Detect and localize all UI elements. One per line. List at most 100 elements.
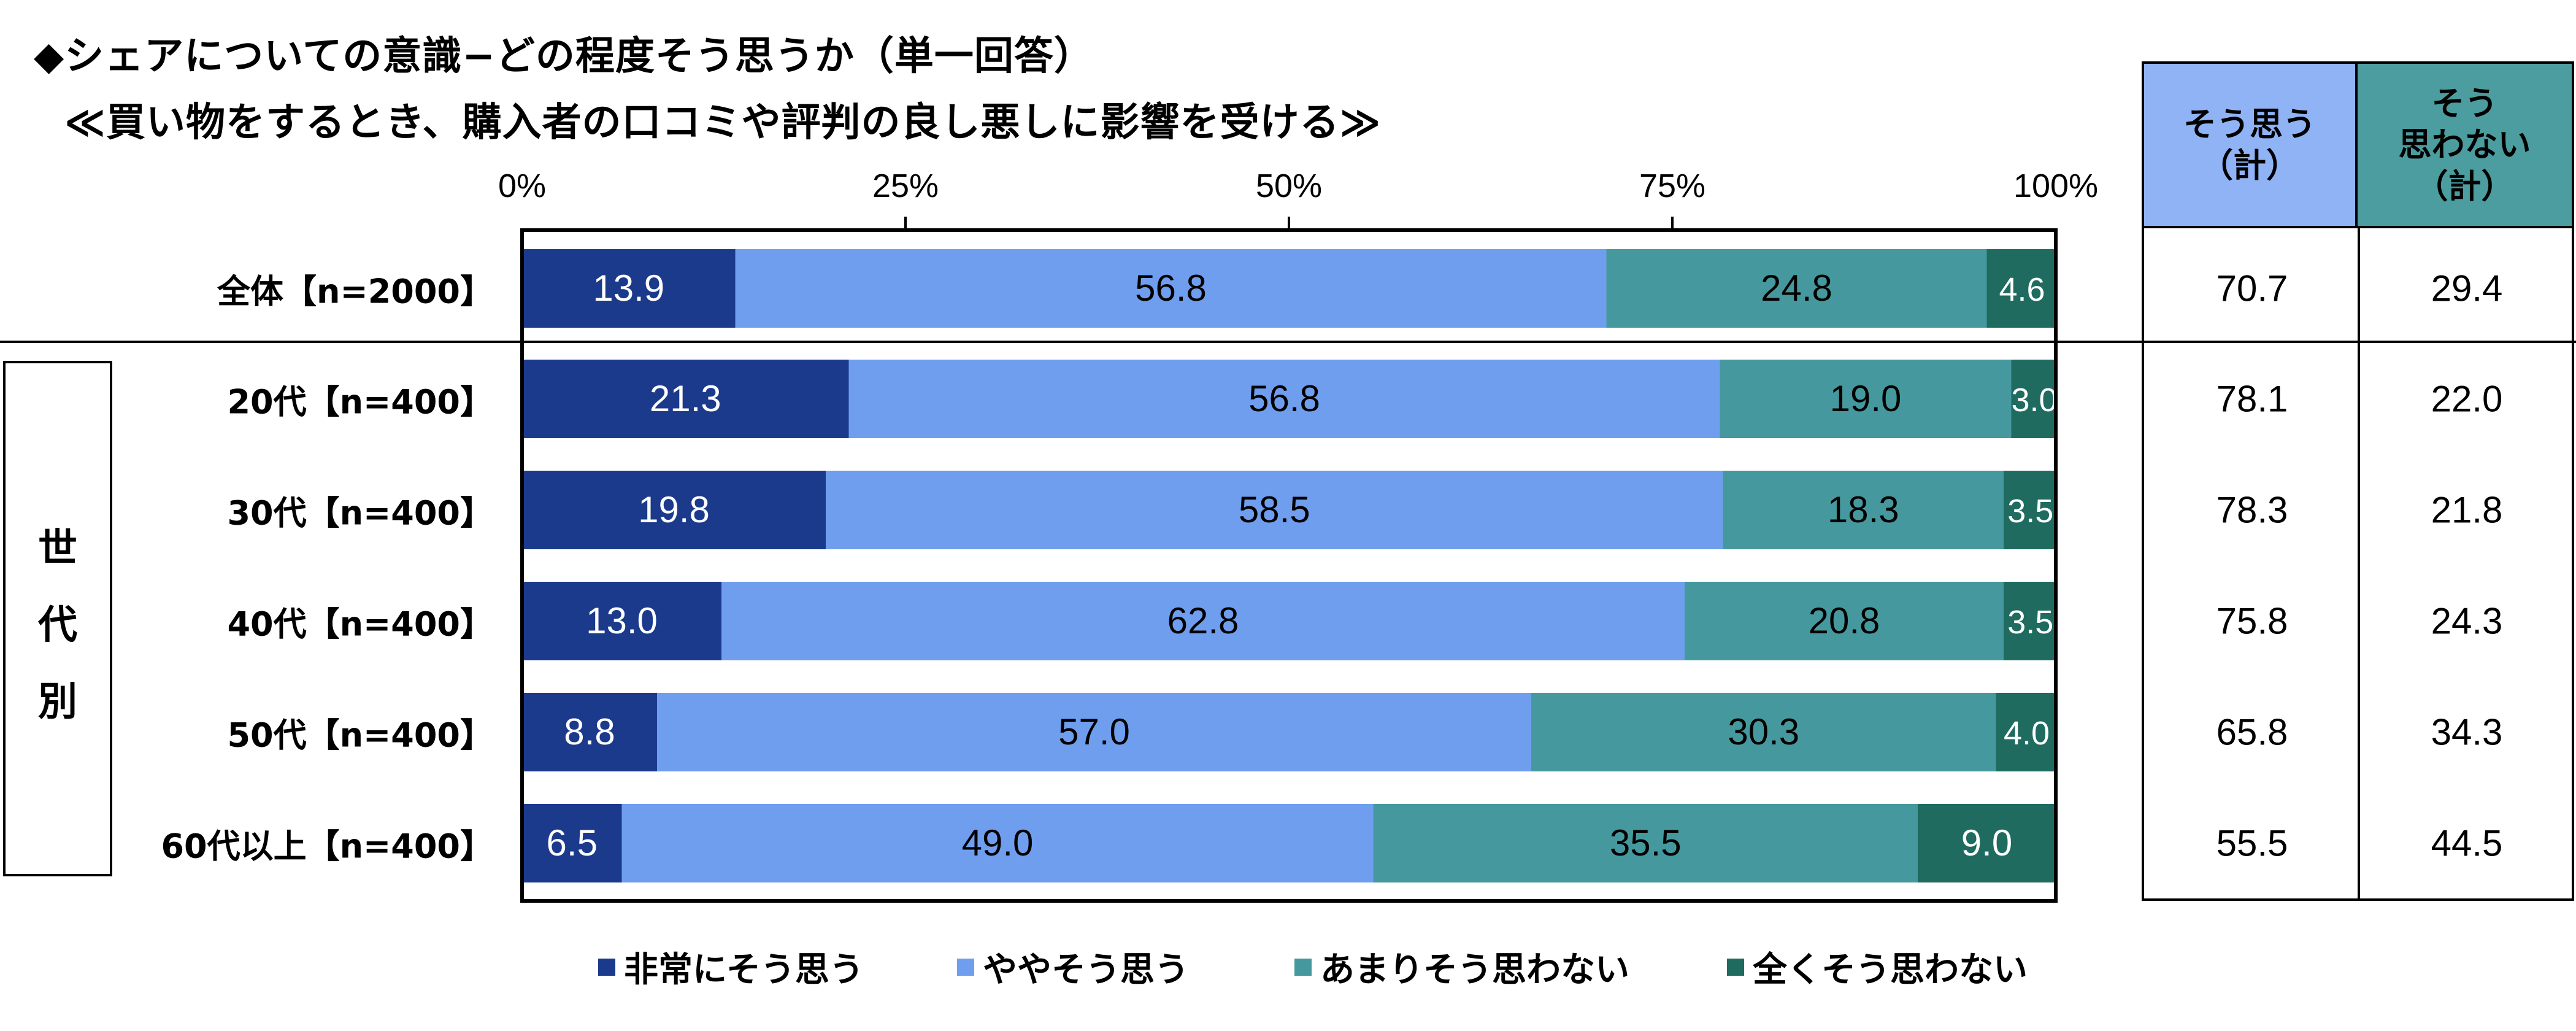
category-label: 50代【n=400】 — [227, 716, 493, 755]
tick-0: 0% — [498, 168, 547, 204]
header-agree-total: そう思う （計） — [2142, 61, 2358, 228]
legend-item: 非常にそう思う — [598, 942, 864, 992]
bar-segment — [826, 471, 1723, 549]
legend-swatch — [957, 958, 974, 976]
header-disagree-line: （計） — [2415, 166, 2515, 206]
bar-segment — [735, 249, 1607, 328]
data-label: 13.9 — [593, 268, 664, 309]
summary-disagree-value: 22.0 — [2431, 378, 2503, 420]
legend-swatch — [598, 958, 615, 976]
bar-segment — [848, 360, 1720, 438]
bar-segment — [1918, 804, 2056, 882]
bar-segment — [1720, 360, 2012, 438]
bar-segment — [522, 582, 721, 660]
data-label: 62.8 — [1167, 600, 1239, 641]
data-label: 4.0 — [2004, 715, 2050, 752]
category-label: 60代以上【n=400】 — [161, 827, 493, 866]
header-disagree-total: そう 思わない （計） — [2355, 61, 2574, 228]
data-label: 20.8 — [1809, 600, 1880, 641]
legend-label: 非常にそう思う — [624, 950, 864, 990]
category-label: 20代【n=400】 — [227, 382, 493, 422]
data-label: 56.8 — [1248, 378, 1320, 419]
tick-25: 25% — [872, 168, 939, 204]
header-disagree-line: 思わない — [2398, 125, 2531, 164]
summary-disagree-value: 44.5 — [2431, 822, 2503, 864]
summary-table: 70.7 29.4 78.1 22.0 78.3 21.8 75.8 24.3 … — [2142, 228, 2574, 901]
legend-item: ややそう思う — [957, 942, 1189, 992]
data-label: 21.3 — [650, 378, 721, 419]
category-label: 40代【n=400】 — [227, 604, 493, 644]
data-label: 58.5 — [1239, 489, 1310, 530]
summary-disagree-value: 29.4 — [2431, 268, 2503, 309]
legend-item: 全くそう思わない — [1727, 942, 2028, 992]
summary-agree-value: 78.3 — [2216, 489, 2288, 531]
category-label: 30代【n=400】 — [227, 493, 493, 533]
data-label: 24.8 — [1761, 268, 1832, 309]
data-label: 3.5 — [2007, 604, 2053, 641]
summary-agree-value: 65.8 — [2216, 711, 2288, 753]
bar-segment — [2011, 360, 2058, 438]
summary-disagree-value: 34.3 — [2431, 711, 2503, 753]
total-row-separator — [0, 341, 2576, 343]
group-label-box: 世 代 別 — [3, 361, 112, 876]
category-label: 全体【n=2000】 — [217, 272, 493, 311]
bar-segment — [1996, 693, 2058, 771]
data-label: 13.0 — [586, 600, 658, 641]
header-disagree-line: そう — [2431, 83, 2498, 123]
group-label-char: 別 — [38, 679, 77, 725]
tick-100: 100% — [2013, 168, 2099, 204]
chart-subtitle: ≪買い物をするとき、購入者の口コミや評判の良し悪しに影響を受ける≫ — [64, 100, 1382, 145]
bar-segment — [522, 471, 826, 549]
bar-segment — [522, 693, 657, 771]
bar-segment — [1723, 471, 2004, 549]
bar-segment — [522, 249, 736, 328]
legend-swatch — [1294, 958, 1312, 976]
summary-divider — [2358, 228, 2360, 898]
summary-agree-value: 78.1 — [2216, 378, 2288, 420]
data-label: 6.5 — [547, 822, 598, 863]
legend-swatch — [1727, 958, 1744, 976]
data-label: 4.6 — [1999, 271, 2045, 308]
bar-segment — [1986, 249, 2058, 328]
bar-segment — [522, 360, 849, 438]
tick-50: 50% — [1255, 168, 1323, 204]
data-label: 35.5 — [1610, 822, 1682, 863]
data-label: 57.0 — [1058, 711, 1130, 752]
bar-segment — [1685, 582, 2004, 660]
bar-segment — [2004, 582, 2058, 660]
data-label: 19.0 — [1830, 378, 1902, 419]
legend-label: あまりそう思わない — [1320, 950, 1629, 990]
bar-segment — [522, 804, 622, 882]
header-agree-line: （計） — [2200, 146, 2299, 185]
data-label: 49.0 — [962, 822, 1034, 863]
summary-agree-value: 55.5 — [2216, 822, 2288, 864]
plot-frame — [520, 228, 2058, 903]
data-label: 8.8 — [564, 711, 615, 752]
data-label: 19.8 — [638, 489, 710, 530]
data-label: 30.3 — [1728, 711, 1799, 752]
header-agree-line: そう思う — [2183, 104, 2316, 144]
bar-segment — [1606, 249, 1987, 328]
data-label: 18.3 — [1828, 489, 1899, 530]
data-label: 9.0 — [1961, 822, 2012, 863]
summary-agree-value: 75.8 — [2216, 600, 2288, 642]
legend-label: 全くそう思わない — [1753, 950, 2028, 990]
group-label-char: 世 — [38, 526, 77, 571]
summary-disagree-value: 21.8 — [2431, 489, 2503, 531]
chart-title: ◆シェアについての意識−どの程度そう思うか（単一回答） — [34, 34, 1094, 79]
bar-segment — [1373, 804, 1918, 882]
data-label: 3.0 — [2011, 382, 2057, 419]
group-label-char: 代 — [38, 603, 77, 648]
summary-agree-value: 70.7 — [2216, 268, 2288, 309]
data-label: 56.8 — [1135, 268, 1207, 309]
legend-label: ややそう思う — [983, 950, 1189, 990]
bar-segment — [621, 804, 1374, 882]
bar-segment — [2004, 471, 2058, 549]
bar-segment — [721, 582, 1685, 660]
bar-segment — [657, 693, 1531, 771]
bar-segment — [1531, 693, 1996, 771]
tick-75: 75% — [1639, 168, 1706, 204]
legend-item: あまりそう思わない — [1294, 942, 1629, 992]
summary-disagree-value: 24.3 — [2431, 600, 2503, 642]
